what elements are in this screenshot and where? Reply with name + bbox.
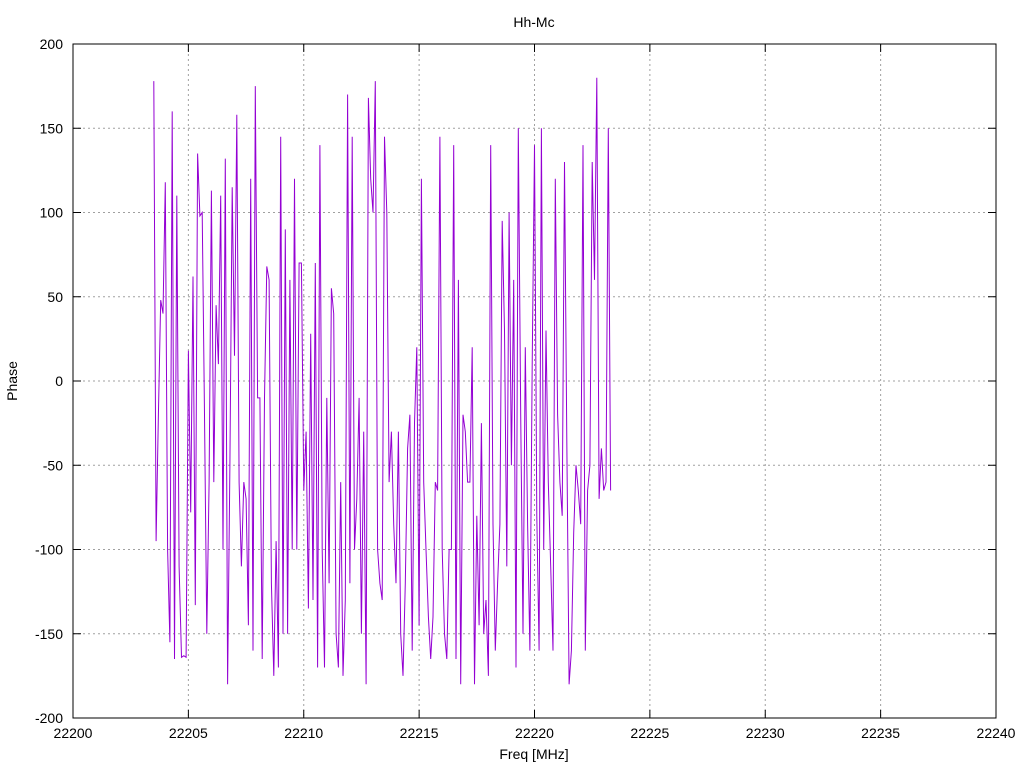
y-tick-label: 50: [47, 289, 63, 305]
y-tick-label: 200: [40, 36, 64, 52]
y-tick-label: -150: [35, 626, 63, 642]
y-axis-label: Phase: [4, 361, 20, 401]
x-tick-label: 22240: [977, 725, 1016, 741]
y-tick-labels: 200 150 100 50 0 -50 -100 -150 -200: [35, 36, 63, 726]
phase-series-line: [153, 77, 612, 685]
x-tick-label: 22210: [284, 725, 323, 741]
y-tick-label: -200: [35, 710, 63, 726]
x-axis-label: Freq [MHz]: [499, 746, 568, 762]
x-tick-labels: 22200 22205 22210 22215 22220 22225 22230 22235…: [54, 725, 1016, 741]
x-tick-label: 22230: [746, 725, 785, 741]
x-tick-label: 22225: [630, 725, 669, 741]
x-tick-label: 22220: [515, 725, 554, 741]
y-tick-label: -50: [43, 457, 63, 473]
y-tick-label: 100: [40, 205, 64, 221]
tick-marks: [72, 43, 997, 719]
x-tick-label: 22235: [861, 725, 900, 741]
y-tick-label: -100: [35, 542, 63, 558]
chart-title: Hh-Mc: [513, 14, 554, 30]
y-tick-label: 150: [40, 120, 64, 136]
x-tick-label: 22200: [54, 725, 93, 741]
y-tick-label: 0: [55, 373, 63, 389]
series-layer: [153, 77, 612, 685]
x-tick-label: 22215: [400, 725, 439, 741]
x-tick-label: 22205: [169, 725, 208, 741]
